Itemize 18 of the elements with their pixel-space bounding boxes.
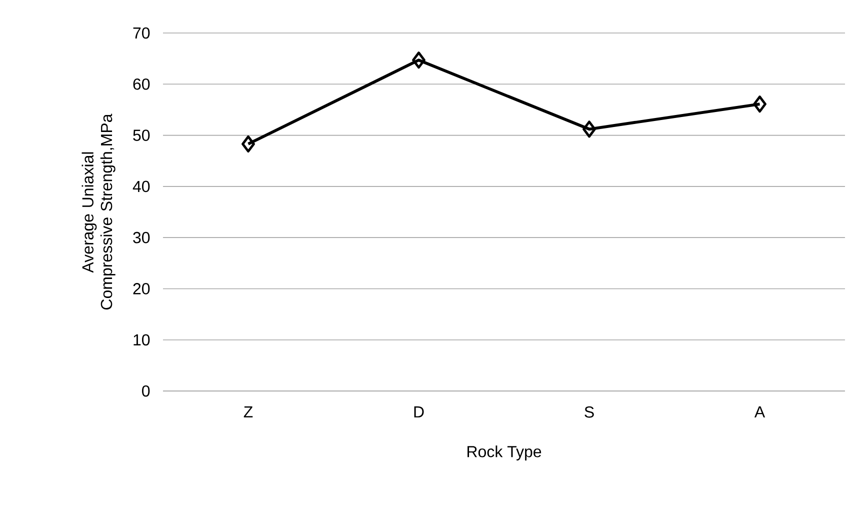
point (242, 135, 255, 153)
y-axis-title: Average Uniaxial Compressive Strength,MPa (82, 114, 116, 310)
point (412, 52, 426, 69)
y-tick-label: 40 (132, 180, 150, 192)
x-axis-title: Rock Type (468, 446, 542, 460)
point (753, 96, 766, 113)
y-tick-label: 50 (133, 130, 150, 141)
y-tick-label: 60 (133, 78, 150, 90)
point (582, 120, 596, 138)
x-tick-label: D (414, 406, 424, 418)
y-tick-label: 20 (133, 283, 150, 294)
y-tick-label: 30 (133, 232, 150, 244)
x-tick-label: Z (244, 406, 253, 418)
x-tick-label: A (754, 406, 766, 418)
y-tick-label: 70 (133, 27, 150, 39)
y-tick-label: 0 (142, 385, 150, 397)
y-tick-label: 10 (134, 334, 150, 346)
x-tick-label: S (584, 406, 594, 418)
